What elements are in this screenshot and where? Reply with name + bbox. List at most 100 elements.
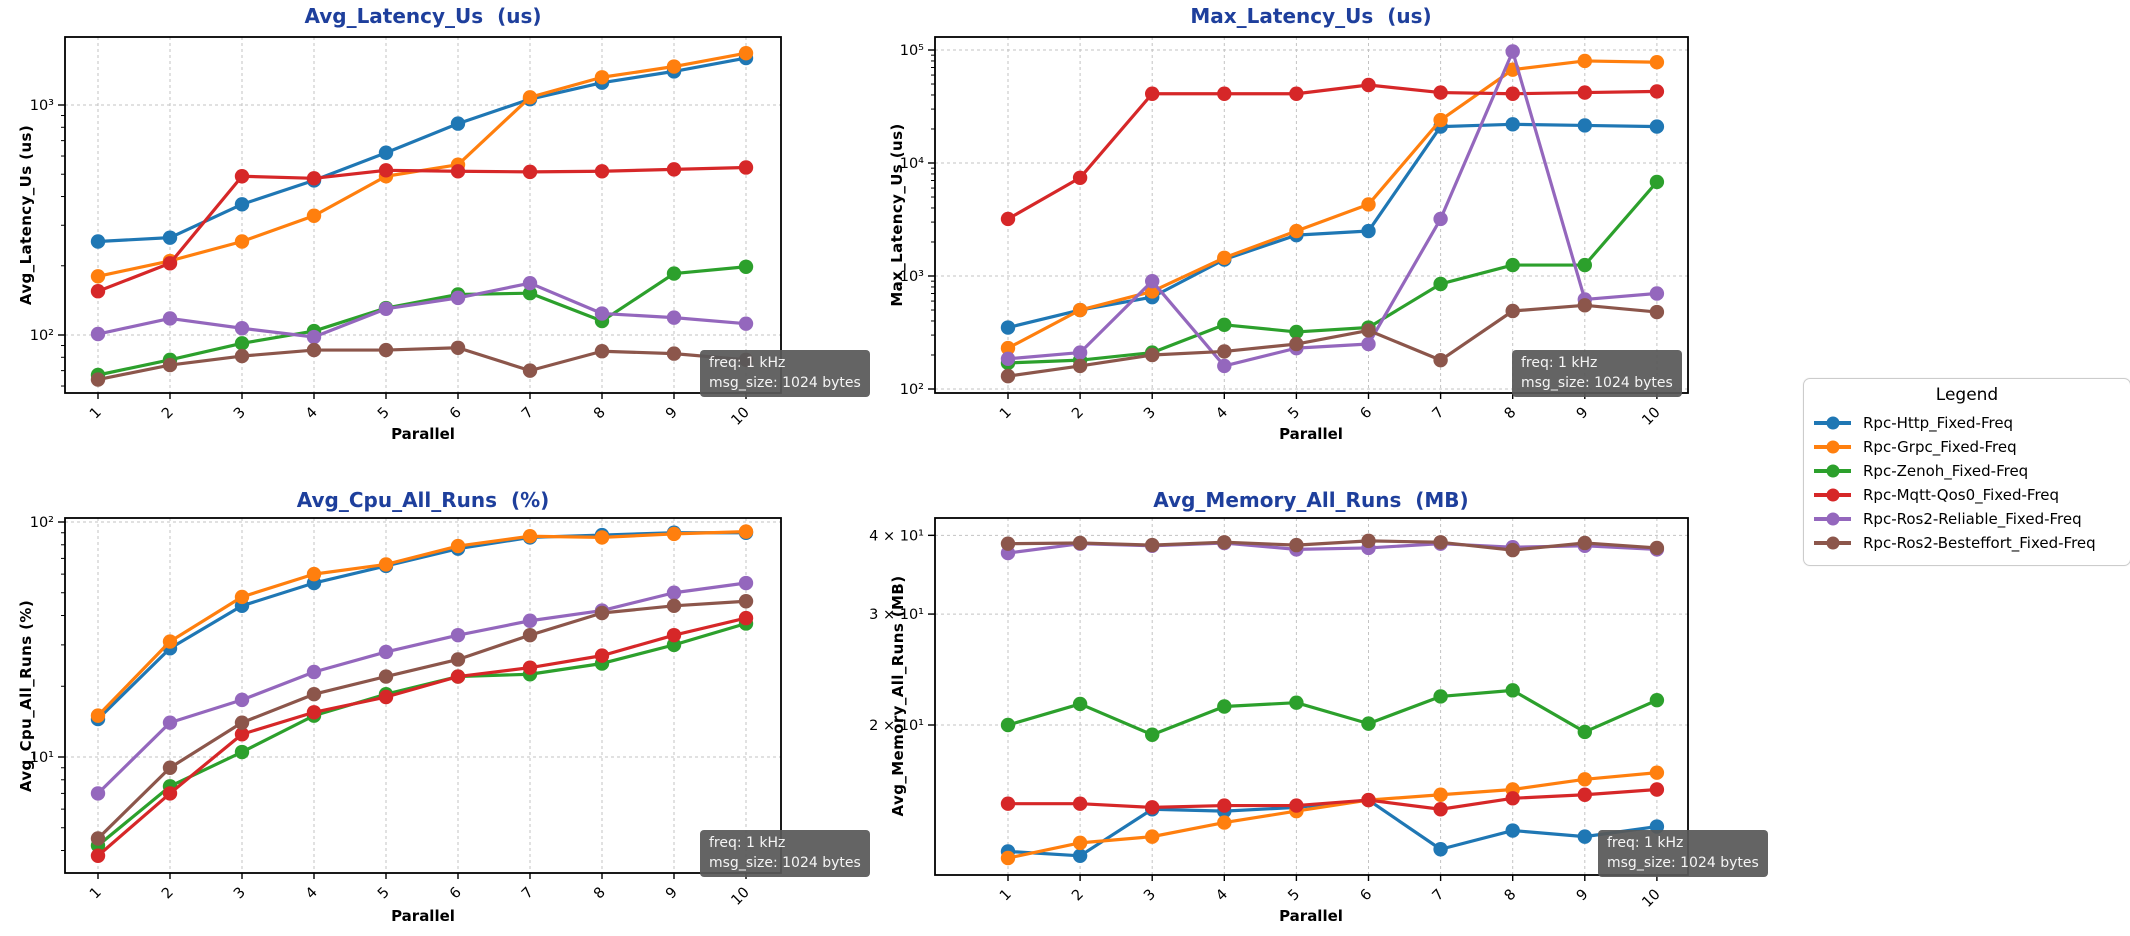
ylabel-max-latency: Max_Latency_Us (us) (888, 123, 906, 307)
x-tick-label: 1 (997, 887, 1015, 905)
data-point (450, 538, 466, 554)
x-tick-label: 4 (303, 405, 321, 423)
dot-icon (1826, 536, 1839, 550)
x-tick-label: 2 (159, 405, 177, 423)
chart-title-max-latency: Max_Latency_Us (us) (1190, 4, 1432, 28)
data-point (1361, 716, 1376, 731)
data-point (1072, 345, 1088, 360)
legend-item-grpc: Rpc-Grpc_Fixed-Freq (1814, 435, 2120, 459)
y-tick-label: 10¹ (30, 750, 54, 766)
data-point (1505, 542, 1520, 558)
chart-plot-0: 10² 10³ 1 2 3 4 5 6 7 8 9 10 (30, 36, 782, 429)
data-point (1577, 53, 1593, 69)
x-tick-label: 8 (1502, 405, 1520, 423)
annotation-msg-size: msg_size: 1024 bytes (1521, 374, 1673, 391)
x-tick-label: 4 (1213, 405, 1231, 423)
y-tick-label: 2 × 10¹ (869, 718, 924, 734)
x-tick-label: 4 (1213, 887, 1231, 905)
data-point (1289, 695, 1304, 710)
series-line (96, 51, 748, 278)
data-point (1649, 304, 1665, 320)
y-tick-label: 10² (30, 328, 54, 344)
data-point (1361, 533, 1376, 549)
data-point (666, 526, 682, 542)
x-tick-label: 6 (1357, 887, 1375, 905)
data-point (306, 664, 322, 680)
data-point (738, 594, 754, 609)
data-point (378, 669, 394, 684)
data-point (1505, 44, 1520, 59)
y-tick-label: 10³ (900, 269, 924, 285)
x-tick-label: 1 (997, 405, 1015, 423)
annotation-box-avg-latency: freq: 1 kHz msg_size: 1024 bytes (700, 350, 870, 397)
data-point (306, 342, 322, 358)
legend-label: Rpc-Grpc_Fixed-Freq (1863, 438, 2017, 456)
x-tick-label: 3 (231, 405, 249, 423)
data-point (522, 164, 538, 180)
data-point (666, 162, 682, 177)
series-line (96, 616, 748, 858)
data-point (1361, 792, 1376, 808)
annotation-msg-size: msg_size: 1024 bytes (1607, 854, 1759, 871)
x-tick-label: 5 (375, 885, 393, 903)
data-point (1433, 211, 1448, 227)
data-point (1577, 118, 1593, 133)
data-point (234, 744, 250, 760)
data-point (1000, 717, 1016, 733)
data-point (1433, 689, 1448, 704)
data-point (378, 689, 394, 705)
data-point (450, 116, 466, 131)
data-point (522, 363, 538, 378)
chart-title-avg-cpu: Avg_Cpu_All_Runs (%) (296, 488, 550, 512)
annotation-box-avg-memory: freq: 1 kHz msg_size: 1024 bytes (1598, 830, 1768, 877)
data-point (162, 230, 178, 245)
x-tick-label: 6 (447, 885, 465, 903)
data-point (594, 70, 610, 85)
data-point (1217, 344, 1232, 359)
data-point (522, 529, 538, 544)
x-tick-label: 2 (159, 885, 177, 903)
data-point (90, 326, 106, 342)
data-point (1433, 787, 1448, 802)
data-point (594, 648, 610, 663)
data-point (738, 575, 754, 591)
x-tick-label: 5 (375, 405, 393, 423)
legend-label: Rpc-Ros2-Reliable_Fixed-Freq (1863, 510, 2082, 528)
x-tick-label: 9 (1574, 405, 1592, 423)
data-point (1649, 540, 1665, 556)
data-point (522, 660, 538, 675)
data-point (1361, 323, 1376, 338)
data-point (1000, 320, 1016, 335)
y-tick-label: 10² (30, 515, 54, 531)
data-point (90, 234, 106, 249)
data-point (90, 786, 106, 801)
x-tick-label: 8 (591, 885, 609, 903)
data-point (234, 197, 250, 212)
ylabel-avg-latency: Avg_Latency_Us (us) (17, 124, 35, 306)
data-point (1000, 340, 1016, 356)
x-tick-label: 4 (303, 885, 321, 903)
data-point (306, 329, 322, 345)
series-line (1006, 787, 1659, 811)
series-line (1006, 798, 1659, 858)
series-line (1006, 688, 1659, 737)
y-tick-label: 10⁴ (900, 156, 924, 172)
data-point (1217, 86, 1232, 101)
chart-plot-2: 10¹ 10² 1 2 3 4 5 6 7 8 9 10 (30, 515, 782, 909)
line-marker-icon (1814, 488, 1851, 502)
data-point (1145, 537, 1160, 553)
x-tick-label: 6 (1357, 405, 1375, 423)
data-point (450, 669, 466, 684)
data-point (738, 45, 754, 61)
annotation-msg-size: msg_size: 1024 bytes (709, 374, 861, 391)
series-line (96, 530, 748, 718)
legend-item-http: Rpc-Http_Fixed-Freq (1814, 411, 2120, 435)
legend-item-ros2-reliable: Rpc-Ros2-Reliable_Fixed-Freq (1814, 507, 2120, 531)
data-point (1577, 772, 1593, 787)
series-line (1006, 539, 1659, 552)
data-point (162, 786, 178, 801)
data-point (1433, 802, 1448, 817)
data-point (1433, 535, 1448, 550)
dot-icon (1826, 416, 1839, 430)
